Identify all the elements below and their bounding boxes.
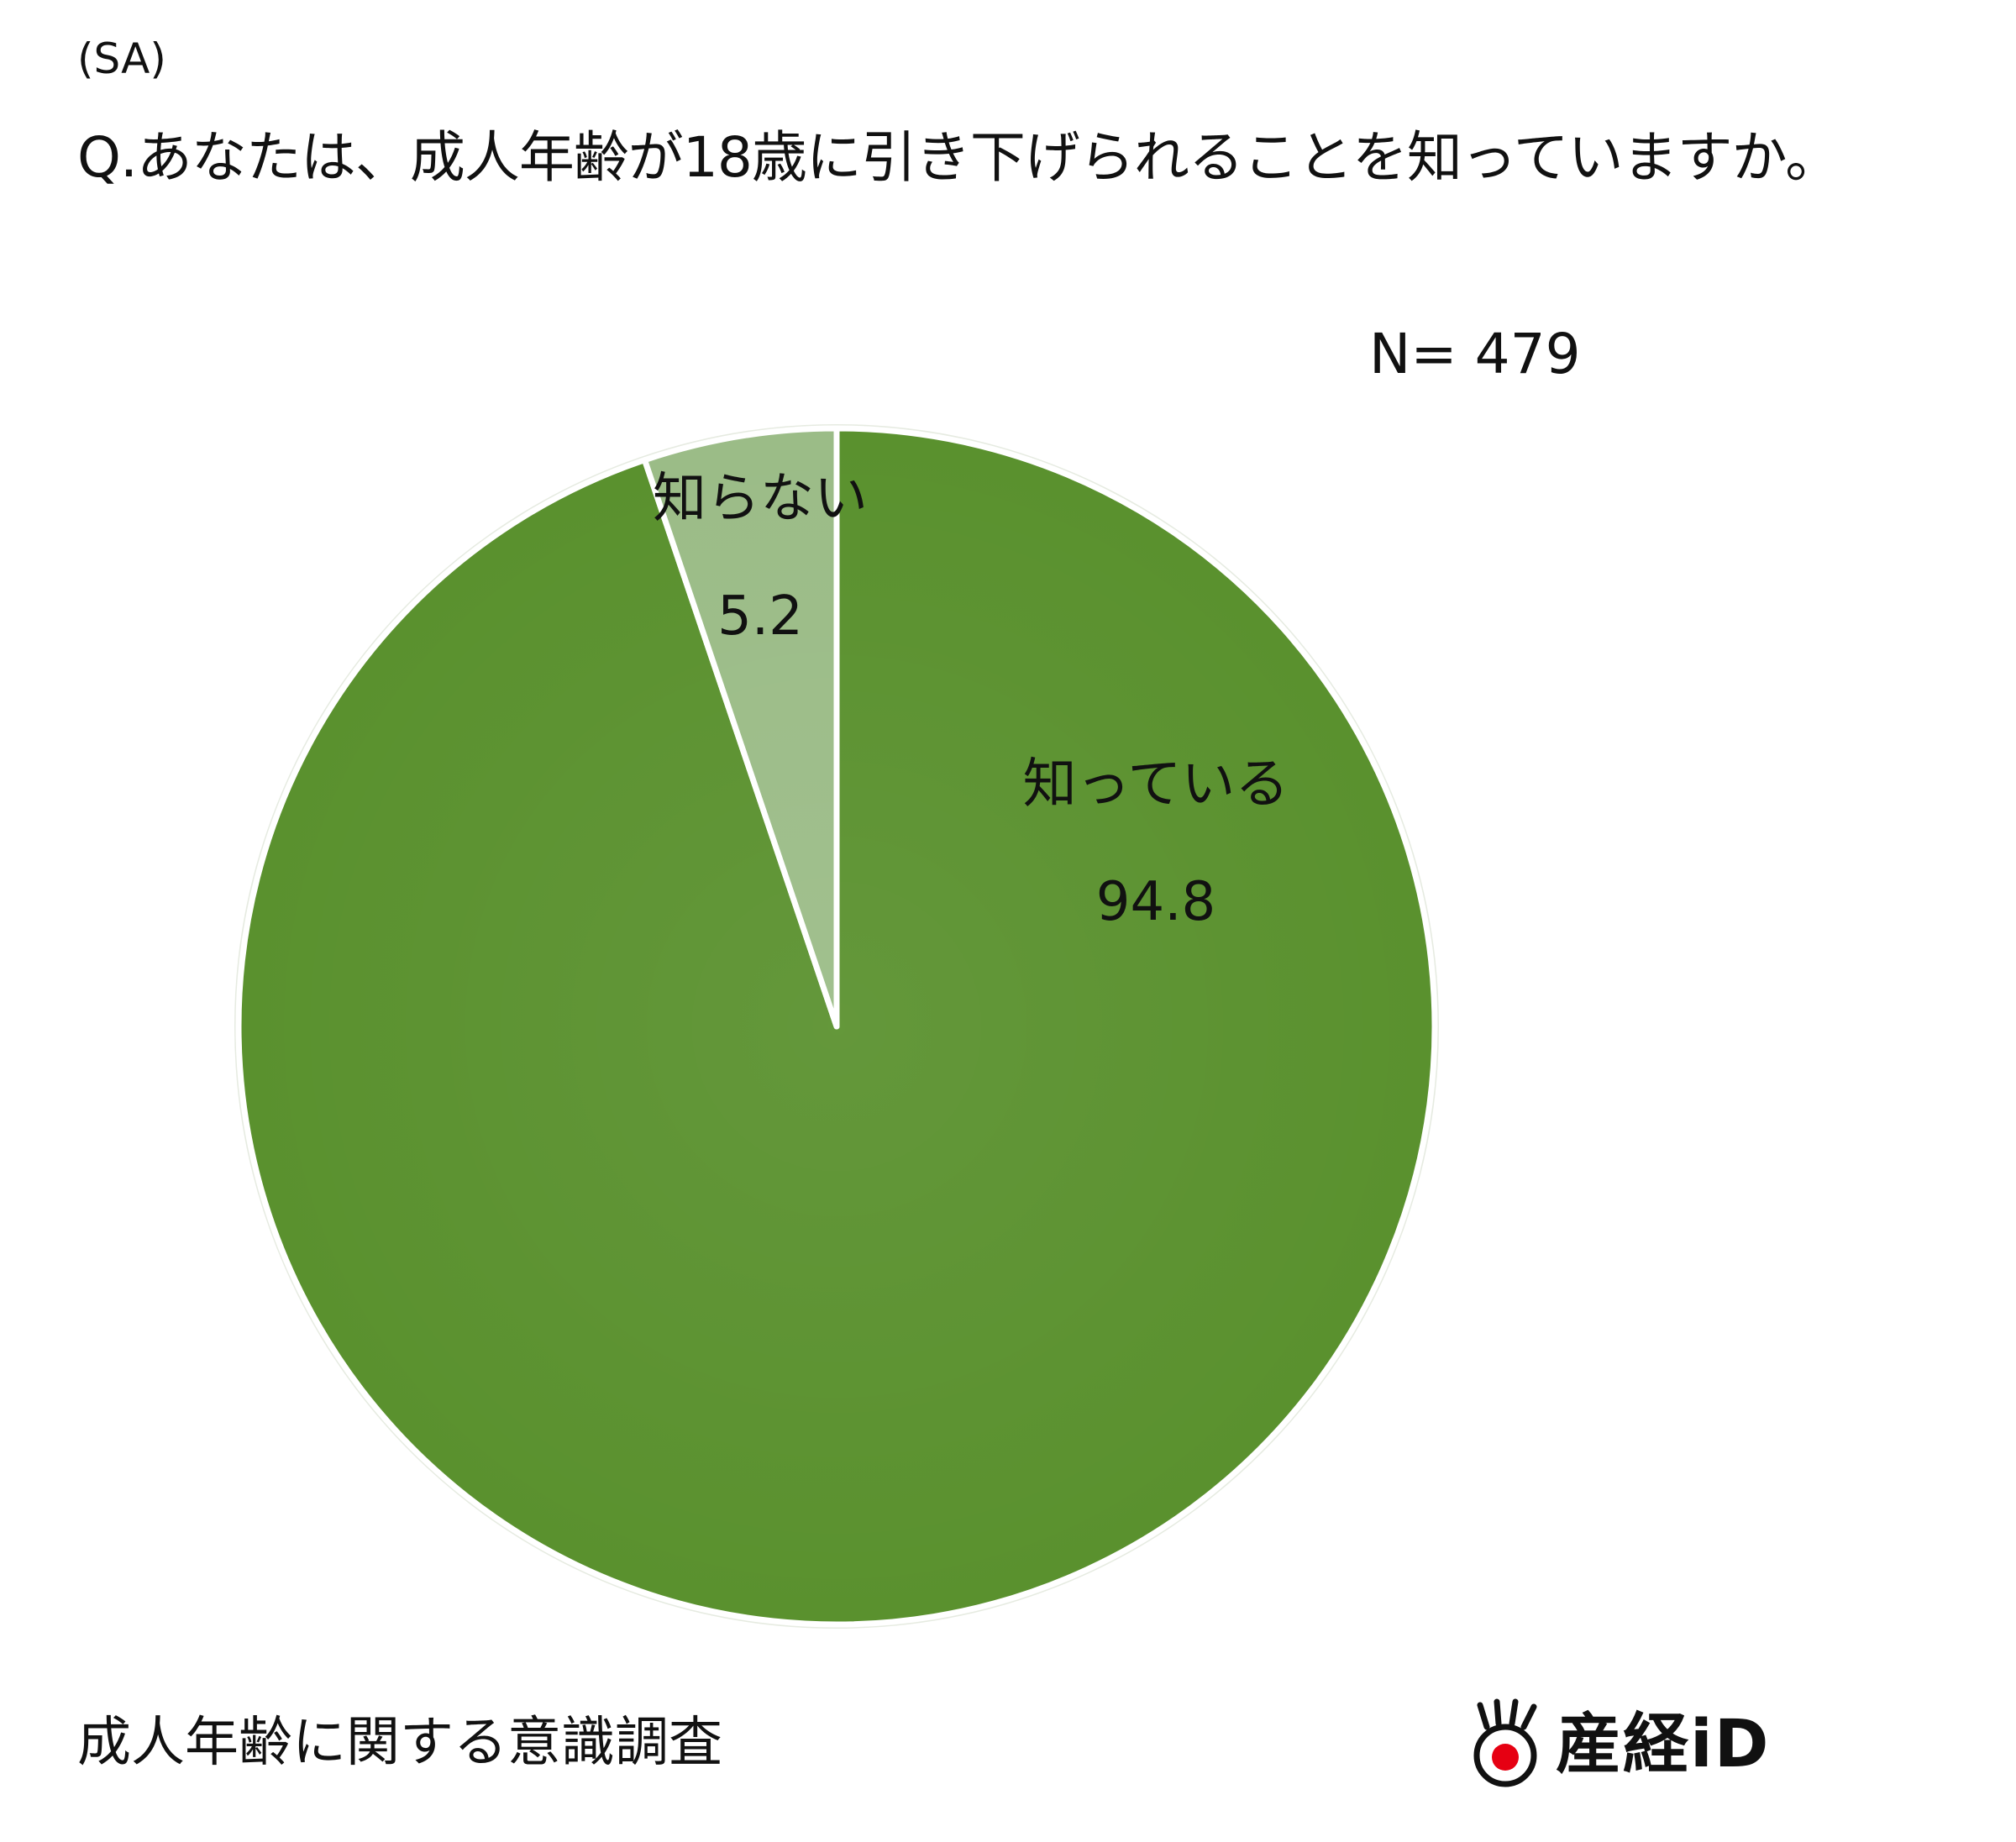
slice-category-label: 知っている [1023,753,1289,816]
sankei-id-logo: 産経iD [1462,1698,1770,1791]
pie-chart: 知っている 94.8 知らない 5.2 [234,424,1439,1629]
sample-size-label: N= 479 [1369,322,1581,386]
slice-value-label: 5.2 [717,585,803,648]
sankei-sun-icon [1473,1698,1537,1787]
slice-category-label: 知らない [653,468,868,530]
logo-text: 産経iD [1556,1707,1771,1782]
sa-label: (SA) [77,34,166,83]
survey-title: 成人年齢に関する意識調査 [77,1712,722,1774]
slice-value-label: 94.8 [1096,871,1216,933]
question-title: Q.あなたは、成人年齢が18歳に引き下げられることを知っていますか。 [77,125,1840,190]
